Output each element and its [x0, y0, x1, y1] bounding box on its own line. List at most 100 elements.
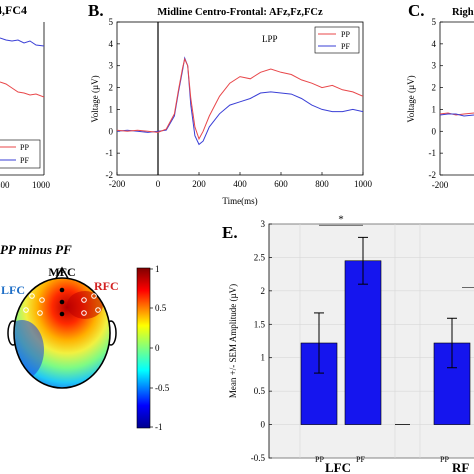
panel-e-bars — [300, 236, 471, 425]
panel-b-ytick-label: 2 — [109, 83, 114, 93]
topomap-mfc-label: MFC — [48, 265, 75, 279]
panel-a-xtick: 800 — [0, 180, 10, 190]
electrode-marker — [23, 307, 29, 313]
panel-a-pf-line — [0, 37, 44, 47]
group-label-rf: RF — [452, 460, 469, 474]
electrode-marker — [91, 293, 97, 299]
topomap-blue-region — [14, 320, 44, 380]
panel-c-ytick-label: 1 — [432, 104, 437, 114]
colorbar-ticks: 1 0.5 0 -0.5 -1 — [150, 264, 170, 432]
panel-d-title: PP minus PF — [0, 242, 72, 257]
panel-b-xtick-label: 600 — [274, 179, 288, 189]
panel-e-ytick-label: 3 — [261, 219, 266, 229]
panel-e-letter: E. — [222, 223, 238, 242]
electrode-marker — [59, 287, 65, 293]
panel-c-ylabel: Voltage (µV) — [406, 75, 416, 122]
panel-e: E. 3 2.5 2 1.5 1 0.5 0 -0.5 * Mean +/- SEM Ampl… — [222, 213, 474, 474]
panel-a-pp-line — [0, 81, 44, 98]
panel-b-ytick-label: 1 — [109, 104, 114, 114]
panel-c-ytick-label: 0 — [432, 126, 437, 136]
panel-a: 4,FC4 PP PF 800 1000 — [0, 3, 51, 190]
panel-a-xtick: 1000 — [32, 180, 51, 190]
electrode-marker — [81, 297, 87, 303]
panel-e-ytick-label: 0 — [261, 420, 266, 430]
electrode-marker — [95, 307, 101, 313]
bar-label-pp-lfc: PP — [315, 455, 324, 464]
electrode-marker — [29, 293, 35, 299]
panel-b-ytick-label: 4 — [109, 39, 114, 49]
panel-e-significance: * — [319, 213, 474, 288]
panel-b-xtick-label: -200 — [109, 179, 126, 189]
panel-e-ytick-label: -0.5 — [251, 453, 266, 463]
panel-c-ticks: 5 4 3 2 1 0 -1 -2 — [429, 17, 443, 180]
panel-b-legend-pp: PP — [341, 30, 350, 39]
panel-e-ytick-label: 2.5 — [254, 252, 266, 262]
electrode-marker — [59, 299, 65, 305]
panel-c-ytick-label: 3 — [432, 61, 437, 71]
panel-c-ytick-label: -2 — [429, 170, 437, 180]
panel-b-xtick-label: 200 — [192, 179, 206, 189]
group-label-lfc: LFC — [325, 460, 351, 474]
panel-c-letter: C. — [408, 1, 425, 20]
panel-b-ticks: -200 0 200 400 600 800 1000 5 4 3 2 1 0 -1 -2 — [106, 17, 373, 189]
electrode-marker — [59, 311, 65, 317]
electrode-layer — [23, 287, 101, 317]
colorbar-tick-label: 0 — [155, 343, 160, 353]
topomap-lfc-label: LFC — [1, 283, 25, 297]
panel-c-ytick-label: 4 — [432, 39, 437, 49]
head-nose — [54, 266, 70, 281]
topomap-rfc-label: RFC — [94, 279, 119, 293]
panel-b-legend-box — [314, 26, 360, 54]
panel-b-pp-line — [117, 57, 363, 141]
panel-b-letter: B. — [88, 1, 104, 20]
colorbar-tick-label: 0.5 — [155, 303, 167, 313]
panel-b-ytick-label: 3 — [109, 61, 114, 71]
panel-c-xtick: -200 — [432, 180, 449, 190]
panel-b-xtick-label: 0 — [156, 179, 161, 189]
panel-a-legend-pp: PP — [20, 143, 29, 152]
panel-c-ytick-label: 5 — [432, 17, 437, 27]
panel-b-xtick-label: 1000 — [354, 179, 373, 189]
panel-b-title: Midline Centro-Frontal: AFz,Fz,FCz — [157, 7, 323, 18]
panel-c-pp-line — [439, 112, 474, 116]
panel-b-xtick-label: 400 — [233, 179, 247, 189]
panel-b-ytick-label: -1 — [106, 148, 114, 158]
panel-b-ytick-label: -2 — [106, 170, 114, 180]
head-outline — [13, 277, 111, 389]
panel-b-xtick-label: 800 — [315, 179, 329, 189]
panel-b-ytick-label: 5 — [109, 17, 114, 27]
colorbar-tick-label: -0.5 — [155, 383, 170, 393]
panel-b-legend-pf: PF — [341, 42, 350, 51]
panel-b-ylabel: Voltage (µV) — [90, 75, 100, 122]
electrode-marker — [81, 310, 87, 316]
panel-c-ytick-label: -1 — [429, 148, 437, 158]
colorbar — [136, 267, 151, 429]
panel-c-title: Righ — [452, 7, 474, 18]
bar-label-pf-lfc: PF — [356, 455, 365, 464]
panel-b-pf-line — [117, 56, 363, 146]
significance-star: * — [338, 213, 344, 225]
bar — [344, 260, 382, 425]
panel-b-ytick-label: 0 — [109, 126, 114, 136]
colorbar-tick-label: 1 — [155, 264, 160, 274]
panel-a-legend-box — [0, 139, 41, 169]
colorbar-tick-label: -1 — [155, 422, 163, 432]
panel-e-ytick-label: 2 — [261, 286, 266, 296]
panel-c-ytick-label: 2 — [432, 83, 437, 93]
panel-c: C. Righ 5 4 3 2 1 0 -1 -2 -200 Voltage (µV) — [406, 1, 474, 190]
panel-d: PP minus PF LFC MFC RFC — [0, 242, 170, 432]
panel-b-xlabel: Time(ms) — [222, 196, 257, 206]
panel-b: B. Midline Centro-Frontal: AFz,Fz,FCz -2… — [88, 1, 373, 206]
panel-e-ytick-label: 1.5 — [254, 319, 266, 329]
panel-c-pf-line — [439, 113, 474, 117]
panel-e-ytick-label: 0.5 — [254, 386, 266, 396]
bar-label-pp-rf: PP — [440, 455, 449, 464]
panel-a-legend-pf: PF — [20, 156, 29, 165]
electrode-marker — [37, 310, 43, 316]
electrode-marker — [39, 297, 45, 303]
panel-e-ytick-label: 1 — [261, 353, 266, 363]
panel-e-ylabel: Mean +/- SEM Amplitude (µV) — [228, 284, 238, 398]
panel-a-title: 4,FC4 — [0, 3, 27, 17]
panel-b-lpp-label: LPP — [262, 34, 278, 44]
